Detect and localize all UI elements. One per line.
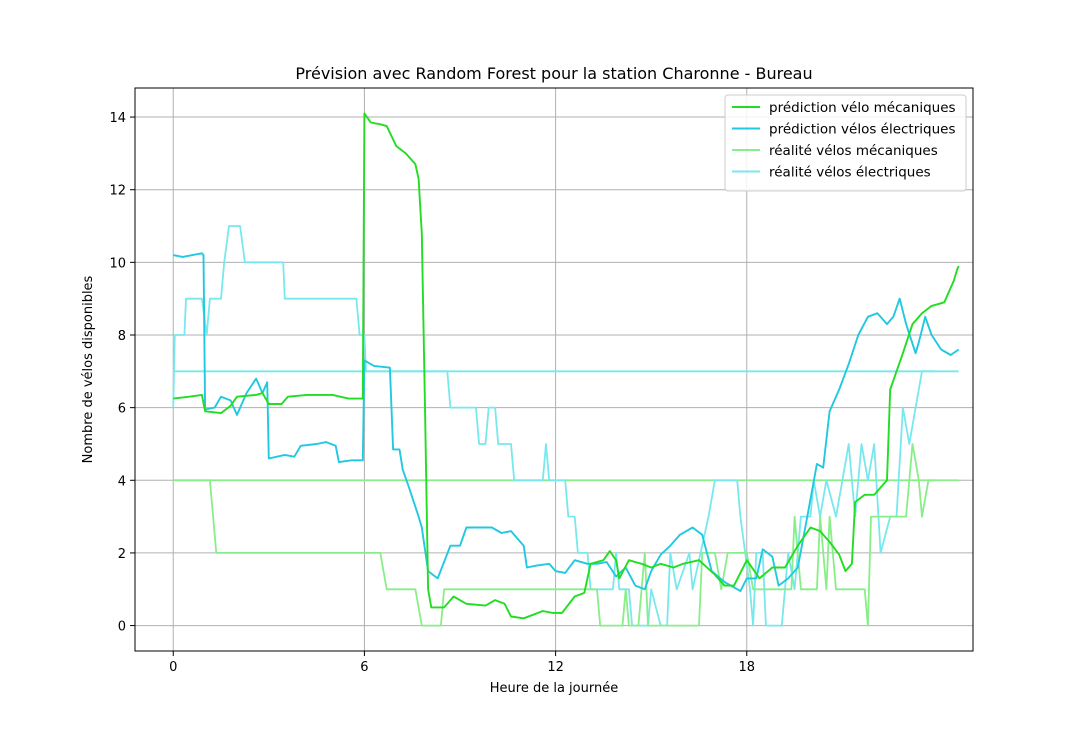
y-axis-label: Nombre de vélos disponibles: [81, 275, 96, 463]
y-tick-label: 8: [118, 329, 126, 344]
y-tick-label: 10: [109, 256, 126, 271]
x-tick-label: 6: [360, 660, 368, 675]
x-axis-label: Heure de la journée: [490, 681, 618, 696]
x-tick-label: 18: [738, 660, 755, 675]
x-tick-label: 12: [547, 660, 564, 675]
y-tick-label: 14: [109, 111, 126, 126]
y-tick-label: 12: [109, 184, 126, 199]
tick-group: 0 6 12 18 0 2 4 6 8 10 12 14: [109, 111, 755, 675]
chart-title: Prévision avec Random Forest pour la sta…: [295, 64, 812, 83]
legend-label: prédiction vélos électriques: [769, 122, 956, 138]
y-tick-label: 4: [118, 474, 126, 489]
legend-label: réalité vélos électriques: [769, 165, 931, 181]
legend-label: prédiction vélo mécaniques: [769, 100, 956, 116]
plot-frame: [134, 87, 974, 652]
series-line-1: [173, 112, 960, 620]
legend: prédiction vélo mécaniques prédiction vél…: [724, 94, 967, 192]
series-line-3: [173, 443, 935, 627]
legend-label: réalité vélos mécaniques: [769, 143, 938, 159]
y-tick-label: 2: [118, 547, 126, 562]
series-line-2: [173, 252, 960, 593]
series-group: [172, 112, 960, 627]
y-tick-label: 0: [118, 620, 126, 635]
plot-border: [134, 87, 974, 652]
x-tick-label: 0: [169, 660, 177, 675]
y-tick-label: 6: [118, 402, 126, 417]
legend-box: [724, 94, 967, 192]
